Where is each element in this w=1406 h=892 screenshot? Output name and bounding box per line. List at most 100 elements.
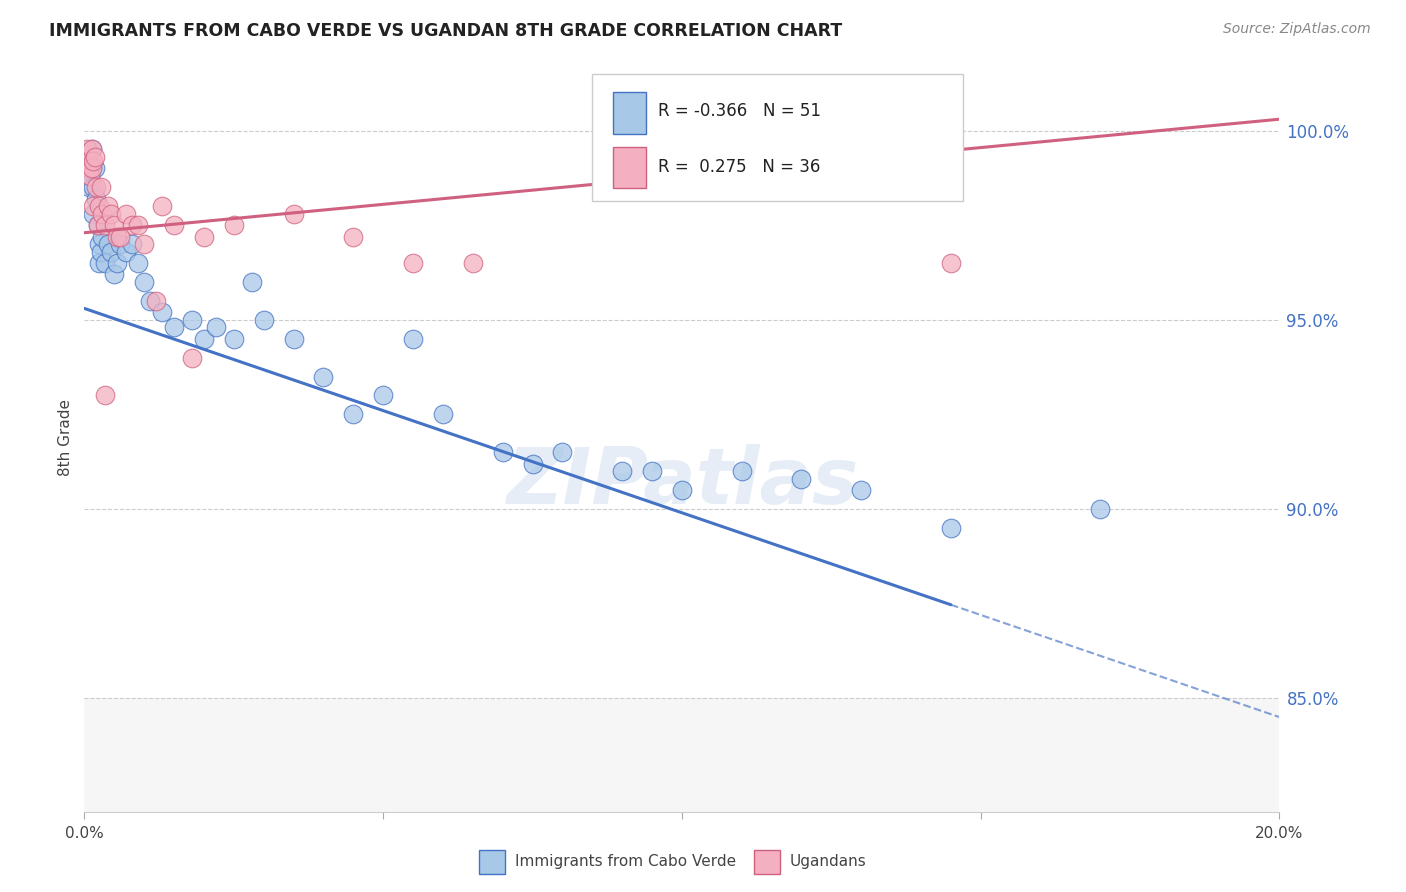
Text: Immigrants from Cabo Verde: Immigrants from Cabo Verde xyxy=(515,855,735,870)
Point xyxy=(89,237,111,252)
Point xyxy=(90,244,112,259)
Point xyxy=(79,169,101,183)
Text: Ugandans: Ugandans xyxy=(790,855,866,870)
Point xyxy=(76,143,98,157)
Point xyxy=(82,153,104,168)
FancyBboxPatch shape xyxy=(754,850,780,874)
Point xyxy=(163,218,186,232)
Point xyxy=(132,275,156,289)
Point xyxy=(139,293,162,308)
Point xyxy=(193,229,215,244)
Point xyxy=(110,237,132,252)
Point xyxy=(105,229,128,244)
Point xyxy=(222,332,245,346)
Point xyxy=(97,199,120,213)
Point xyxy=(115,244,138,259)
FancyBboxPatch shape xyxy=(613,147,647,188)
Text: ZIPatlas: ZIPatlas xyxy=(506,444,858,520)
Point xyxy=(939,521,962,535)
Point xyxy=(91,207,114,221)
Point xyxy=(132,237,156,252)
Point xyxy=(86,218,108,232)
Point xyxy=(82,161,104,176)
Point xyxy=(342,229,364,244)
Text: R =  0.275   N = 36: R = 0.275 N = 36 xyxy=(658,159,820,177)
Point xyxy=(612,464,634,478)
Point xyxy=(94,256,117,270)
Point xyxy=(86,218,108,232)
Point xyxy=(851,483,873,497)
Point xyxy=(222,218,245,232)
Point xyxy=(94,388,117,402)
Point xyxy=(253,312,276,326)
Point xyxy=(492,445,515,459)
Point xyxy=(91,229,114,244)
Point xyxy=(100,244,122,259)
Point xyxy=(105,256,128,270)
Text: R = -0.366   N = 51: R = -0.366 N = 51 xyxy=(658,103,821,120)
Point xyxy=(94,218,117,232)
Y-axis label: 8th Grade: 8th Grade xyxy=(58,399,73,475)
Point xyxy=(127,256,149,270)
Point xyxy=(84,150,107,164)
Point xyxy=(90,180,112,194)
Point xyxy=(150,305,173,319)
Point xyxy=(551,445,574,459)
Point xyxy=(103,268,125,282)
Point xyxy=(79,169,101,183)
FancyBboxPatch shape xyxy=(479,850,505,874)
Point xyxy=(939,256,962,270)
Point xyxy=(82,199,104,213)
Point xyxy=(342,408,364,422)
Point xyxy=(82,180,104,194)
Point xyxy=(80,143,103,157)
Point xyxy=(432,408,454,422)
FancyBboxPatch shape xyxy=(592,74,963,201)
Point xyxy=(205,320,228,334)
Point xyxy=(97,237,120,252)
Point xyxy=(461,256,484,270)
Point xyxy=(77,161,100,176)
Point xyxy=(641,464,664,478)
Point xyxy=(82,207,104,221)
Point xyxy=(89,256,111,270)
Point xyxy=(80,143,103,157)
Point xyxy=(402,256,425,270)
Point xyxy=(193,332,215,346)
Bar xyxy=(84,698,1279,812)
Point xyxy=(121,237,143,252)
Point xyxy=(1090,502,1112,516)
Point xyxy=(103,218,125,232)
Point xyxy=(110,229,132,244)
Point xyxy=(163,320,186,334)
Point xyxy=(100,207,122,221)
Point xyxy=(402,332,425,346)
Point xyxy=(181,351,204,365)
Point xyxy=(89,199,111,213)
Point xyxy=(181,312,204,326)
Point xyxy=(283,207,305,221)
Point xyxy=(373,388,395,402)
Point xyxy=(283,332,305,346)
Point xyxy=(127,218,149,232)
Point xyxy=(731,464,754,478)
Point xyxy=(77,153,100,168)
Point xyxy=(77,180,100,194)
Point xyxy=(86,192,108,206)
Point xyxy=(312,369,335,384)
Text: Source: ZipAtlas.com: Source: ZipAtlas.com xyxy=(1223,22,1371,37)
Point xyxy=(522,457,544,471)
Point xyxy=(84,161,107,176)
FancyBboxPatch shape xyxy=(613,93,647,134)
Point xyxy=(82,161,104,176)
Point xyxy=(150,199,173,213)
Point xyxy=(790,472,813,486)
Point xyxy=(86,180,108,194)
Text: IMMIGRANTS FROM CABO VERDE VS UGANDAN 8TH GRADE CORRELATION CHART: IMMIGRANTS FROM CABO VERDE VS UGANDAN 8T… xyxy=(49,22,842,40)
Point xyxy=(671,483,693,497)
Point xyxy=(115,207,138,221)
Point xyxy=(145,293,167,308)
Point xyxy=(77,153,100,168)
Point xyxy=(240,275,263,289)
Point xyxy=(121,218,143,232)
